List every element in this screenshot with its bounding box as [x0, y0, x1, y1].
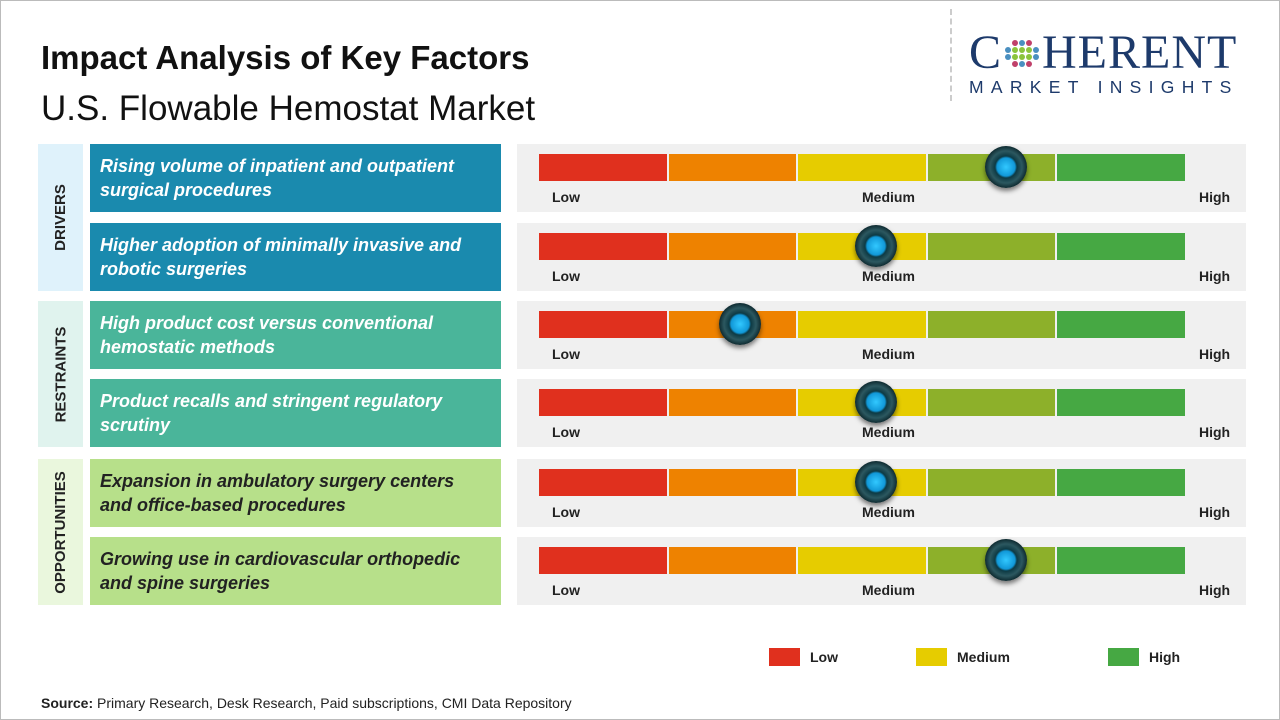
gauge-segment	[1057, 154, 1185, 181]
gauge-segment	[1057, 547, 1185, 574]
legend-label: Medium	[957, 649, 1010, 665]
category-restraints: RESTRAINTS	[38, 301, 83, 447]
gauge-segment	[927, 469, 1056, 496]
impact-marker	[984, 539, 1027, 581]
scale-label-medium: Medium	[862, 268, 915, 284]
legend-item: Low	[769, 648, 838, 666]
factor-label: Expansion in ambulatory surgery centers …	[90, 459, 501, 527]
gauge-segment	[668, 154, 797, 181]
category-label: OPPORTUNITIES	[52, 470, 70, 594]
impact-gauge: Low Medium High	[517, 459, 1246, 527]
scale-label-low: Low	[552, 346, 580, 362]
gauge-segment	[539, 233, 667, 260]
category-drivers: DRIVERS	[38, 144, 83, 291]
gauge-segment	[798, 311, 926, 338]
logo-globe-icon	[1005, 39, 1040, 67]
legend-label: Low	[810, 649, 838, 665]
gauge-segment	[927, 311, 1056, 338]
scale-label-high: High	[1199, 582, 1231, 598]
impact-marker	[854, 461, 897, 503]
gauge-segment	[1057, 389, 1185, 416]
scale-label-high: High	[1199, 504, 1231, 520]
gauge-segment	[927, 233, 1056, 260]
factor-label: High product cost versus conventional he…	[90, 301, 501, 369]
logo: C HERENT MARKET INSIGHTS	[969, 26, 1239, 98]
gauge-segment	[668, 233, 797, 260]
gauge-segment	[798, 547, 926, 574]
gauge-segment	[539, 154, 667, 181]
legend-swatch	[769, 648, 800, 666]
impact-marker	[984, 146, 1027, 188]
gauge-segment	[927, 389, 1056, 416]
impact-marker	[854, 225, 897, 267]
legend-item: Medium	[916, 648, 1010, 666]
scale-label-medium: Medium	[862, 582, 915, 598]
impact-gauge: Low Medium High	[517, 223, 1246, 291]
legend-label: High	[1149, 649, 1181, 665]
gauge-segment	[539, 311, 667, 338]
scale-label-high: High	[1199, 189, 1231, 205]
factor-label: Product recalls and stringent regulatory…	[90, 379, 501, 447]
scale-label-medium: Medium	[862, 504, 915, 520]
scale-label-low: Low	[552, 268, 580, 284]
page-title: Impact Analysis of Key Factors	[41, 39, 530, 76]
factor-label: Rising volume of inpatient and outpatien…	[90, 144, 501, 212]
gauge-segment	[1057, 469, 1185, 496]
scale-label-low: Low	[552, 582, 580, 598]
factor-label: Higher adoption of minimally invasive an…	[90, 223, 501, 291]
scale-label-medium: Medium	[862, 346, 915, 362]
impact-gauge: Low Medium High	[517, 537, 1246, 605]
legend-swatch	[916, 648, 947, 666]
impact-marker	[718, 303, 761, 345]
gauge-segment	[668, 469, 797, 496]
gauge-segment	[539, 469, 667, 496]
gauge-segment	[1057, 233, 1185, 260]
category-label: DRIVERS	[52, 184, 69, 251]
page-subtitle: U.S. Flowable Hemostat Market	[41, 89, 536, 128]
factor-label: Growing use in cardiovascular orthopedic…	[90, 537, 501, 605]
impact-gauge: Low Medium High	[517, 301, 1246, 369]
scale-label-high: High	[1199, 268, 1231, 284]
scale-label-low: Low	[552, 189, 580, 205]
impact-gauge: Low Medium High	[517, 379, 1246, 447]
gauge-segment	[668, 389, 797, 416]
scale-label-high: High	[1199, 346, 1231, 362]
legend-item: High	[1108, 648, 1180, 666]
divider	[950, 9, 952, 101]
scale-label-medium: Medium	[862, 424, 915, 440]
legend-swatch	[1108, 648, 1139, 666]
scale-label-low: Low	[552, 504, 580, 520]
category-label: RESTRAINTS	[52, 326, 69, 422]
gauge-segment	[539, 547, 667, 574]
gauge-segment	[539, 389, 667, 416]
source-note: Source: Primary Research, Desk Research,…	[41, 695, 572, 711]
category-opportunities: OPPORTUNITIES	[38, 459, 83, 605]
gauge-segment	[1057, 311, 1185, 338]
gauge-segment	[798, 154, 926, 181]
impact-gauge: Low Medium High	[517, 144, 1246, 212]
scale-label-high: High	[1199, 424, 1231, 440]
scale-label-medium: Medium	[862, 189, 915, 205]
impact-marker	[854, 381, 897, 423]
scale-label-low: Low	[552, 424, 580, 440]
gauge-segment	[668, 547, 797, 574]
